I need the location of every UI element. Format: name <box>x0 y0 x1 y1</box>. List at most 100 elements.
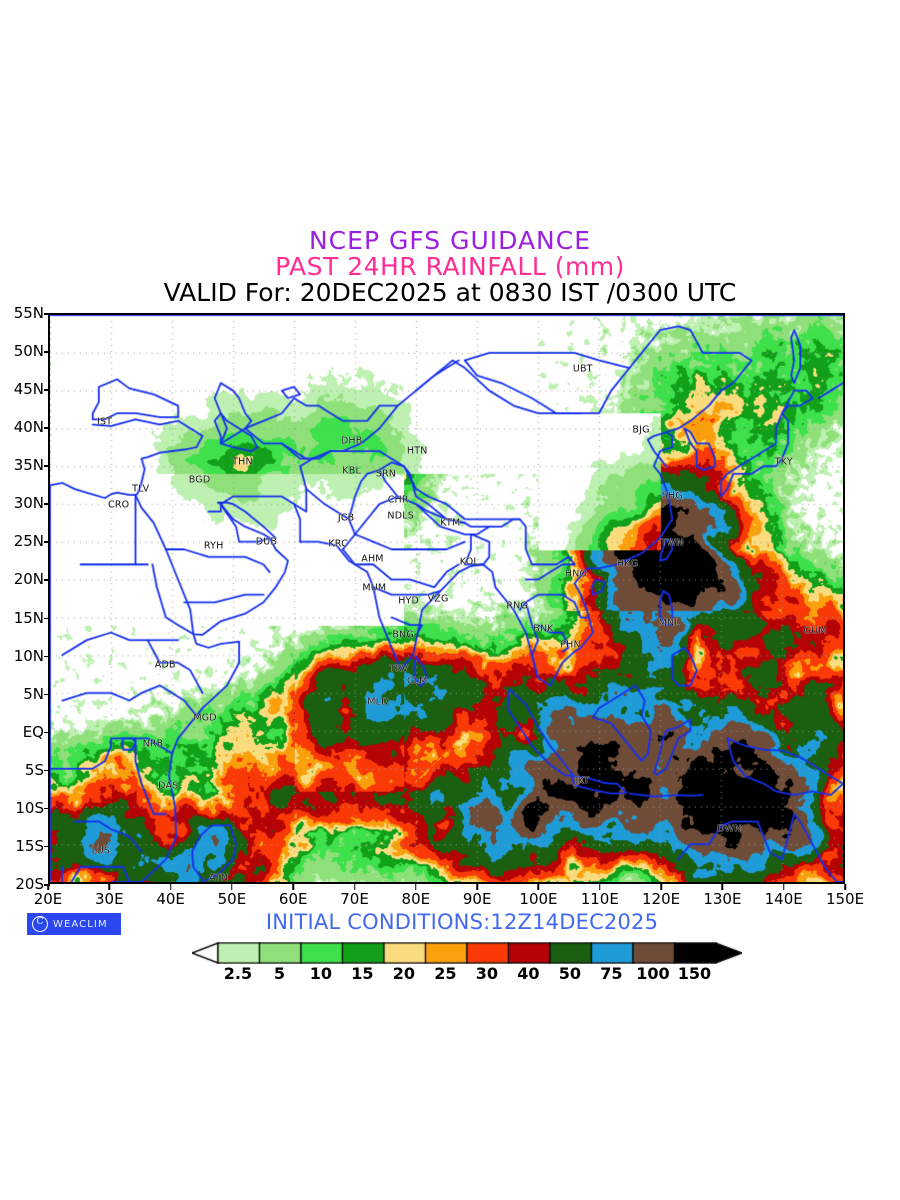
city-label-adb: ADB <box>154 659 176 671</box>
city-label-bnk: BNK <box>533 623 554 635</box>
colorbar-tick-label: 20 <box>392 964 416 983</box>
x-tick-mark <box>231 884 233 890</box>
y-tick-mark <box>44 845 50 848</box>
y-tick-label: 5S <box>24 760 44 779</box>
x-tick-mark <box>47 884 49 890</box>
city-label-vzg: VZG <box>427 593 449 605</box>
city-label-clm: CLM <box>406 675 428 687</box>
x-tick-label: 110E <box>580 890 619 908</box>
y-tick-mark <box>44 351 50 353</box>
rainfall-heatmap-canvas <box>50 315 843 882</box>
y-tick-label: 10S <box>15 798 44 817</box>
colorbar-swatches <box>192 942 742 964</box>
x-tick-label: 100E <box>519 890 558 908</box>
chart-title-block: NCEP GFS GUIDANCE PAST 24HR RAINFALL (mm… <box>0 228 900 306</box>
x-tick-label: 150E <box>825 890 865 908</box>
y-tick-label: 20N <box>13 570 44 589</box>
city-label-das: DAS <box>158 780 179 791</box>
city-label-kbl: KBL <box>342 465 361 477</box>
x-tick-mark <box>415 884 417 890</box>
y-tick-label: 40N <box>13 418 44 437</box>
city-label-trv: TRV <box>389 663 409 675</box>
y-tick-label: 20S <box>15 875 44 893</box>
x-tick-mark <box>721 884 724 890</box>
x-tick-label: 60E <box>278 890 308 908</box>
colorbar-tick-label: 40 <box>517 964 540 983</box>
y-axis: 55N 50N 45N 40N 35N 30N 25N 20N 15N 10N 5N EQ 5S 10S 1… <box>0 304 50 893</box>
colorbar-tick-label: 100 <box>636 964 670 983</box>
x-tick-label: 20E <box>33 890 63 908</box>
y-tick-mark <box>44 731 50 734</box>
city-label-dhb: DHB <box>340 435 363 447</box>
city-label-atn: ATN <box>208 872 229 884</box>
y-tick-mark <box>44 884 50 886</box>
city-label-kol: KOL <box>459 556 479 568</box>
city-label-srn: SRN <box>375 468 397 480</box>
y-tick-mark <box>44 389 50 391</box>
colorbar-tick-label: 15 <box>351 964 374 983</box>
x-tick-label: 90E <box>462 890 492 908</box>
x-tick-mark <box>108 884 111 890</box>
city-label-dwn: DWN <box>717 823 742 835</box>
y-tick-label: 15N <box>13 608 44 627</box>
x-tick-mark <box>782 884 785 890</box>
city-label-bng: BNG <box>392 629 414 641</box>
city-label-htn: HTN <box>406 445 428 457</box>
y-tick-label: 25N <box>13 532 44 551</box>
city-label-bgd: BGD <box>188 474 211 486</box>
colorbar-tick-label: 25 <box>434 964 457 983</box>
x-tick-label: 40E <box>156 890 185 908</box>
x-tick-mark <box>844 884 846 890</box>
city-label-bjg: BJG <box>632 424 650 436</box>
colorbar-tick-label: 30 <box>475 964 499 983</box>
city-label-chr: CHR <box>387 494 409 506</box>
x-tick-mark <box>537 884 540 890</box>
colorbar-tick-label: 2.5 <box>223 964 253 983</box>
x-tick-label: 30E <box>95 890 124 908</box>
y-tick-mark <box>44 579 50 581</box>
city-label-dub: DUB <box>255 536 278 548</box>
copyright-icon: C <box>32 916 48 932</box>
city-label-thn: THN <box>232 456 253 468</box>
city-label-krc: KRC <box>328 538 348 550</box>
colorbar-tick-label: 75 <box>600 964 623 983</box>
title-valid-line: VALID For: 20DEC2025 at 0830 IST /0300 U… <box>163 278 737 307</box>
x-tick-mark <box>599 884 601 890</box>
y-tick-label: 50N <box>13 342 44 361</box>
y-tick-mark <box>44 503 50 505</box>
y-tick-label: EQ <box>22 722 44 741</box>
initial-conditions-label: INITIAL CONDITIONS:12Z14DEC2025 <box>265 910 659 934</box>
y-tick-mark <box>44 313 50 315</box>
y-tick-label: 15S <box>15 836 44 855</box>
x-tick-mark <box>660 884 662 890</box>
y-tick-mark <box>44 427 50 429</box>
city-label-twn: TWN <box>660 537 684 549</box>
y-tick-mark <box>44 465 50 467</box>
city-label-rng: RNG <box>506 600 528 612</box>
city-label-cro: CRO <box>108 499 130 511</box>
colorbar-tick-label: 150 <box>677 964 712 983</box>
y-tick-label: 5N <box>23 684 44 703</box>
city-label-hyd: HYD <box>398 595 420 607</box>
city-label-tlv: TLV <box>132 483 150 495</box>
city-label-jkt: JKT <box>574 775 590 787</box>
x-tick-mark <box>476 884 478 890</box>
city-label-gum: GUM <box>803 625 827 637</box>
y-tick-label: 55N <box>13 304 44 322</box>
weaclim-logo: C WEACLIM <box>27 913 121 935</box>
city-label-ist: IST <box>96 416 113 428</box>
x-tick-mark <box>169 884 172 890</box>
city-label-ktm: KTM <box>440 517 461 529</box>
x-tick-label: 50E <box>217 890 247 908</box>
colorbar-tick-label: 50 <box>558 964 582 983</box>
colorbar: 2.5 5 10 15 20 25 30 40 50 75 100 150 <box>192 942 742 986</box>
x-tick-label: 120E <box>642 890 681 908</box>
city-label-ryh: RYH <box>203 540 224 552</box>
x-tick-mark <box>353 884 356 890</box>
map-plot-area: IST TLV CRO BGD THN RYH DUB DHB KBL SRN HTN CHR JCB N… <box>48 313 845 884</box>
colorbar-tick-label: 10 <box>309 964 333 983</box>
y-tick-mark <box>44 655 50 658</box>
x-tick-label: 130E <box>703 890 742 908</box>
city-label-hkg: HKG <box>616 558 639 570</box>
title-model-line: NCEP GFS GUIDANCE <box>308 226 591 255</box>
